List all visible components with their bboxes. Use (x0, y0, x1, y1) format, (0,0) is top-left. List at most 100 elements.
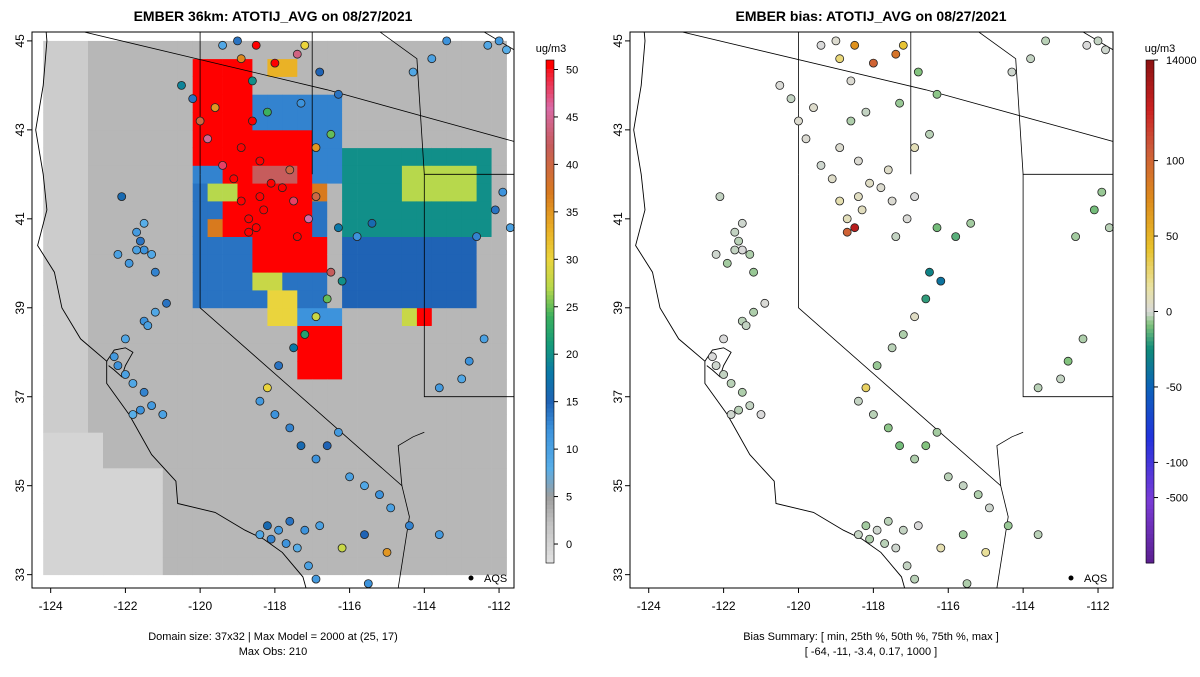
heatmap-cell (431, 236, 448, 255)
heatmap-cell (297, 361, 313, 380)
heatmap-cell (401, 112, 418, 131)
colorbar-segment (1146, 445, 1154, 451)
heatmap-cell (207, 272, 223, 291)
heatmap-cell (282, 147, 298, 166)
heatmap-cell (446, 450, 462, 469)
x-tick-label: -120 (188, 599, 212, 613)
heatmap-cell (58, 503, 74, 522)
heatmap-cell (327, 58, 343, 77)
heatmap-cell (222, 539, 238, 558)
heatmap-cell (461, 539, 477, 558)
heatmap-cell (416, 485, 433, 504)
heatmap-cell (327, 361, 343, 380)
colorbar-segment (1146, 168, 1154, 174)
heatmap-cell (117, 147, 134, 166)
heatmap-cell (73, 129, 89, 149)
heatmap-cell (387, 467, 403, 487)
heatmap-cell (162, 218, 179, 237)
colorbar-segment (546, 424, 554, 430)
heatmap-cell (267, 414, 283, 433)
heatmap-cell (207, 485, 223, 504)
heatmap-cell (132, 432, 149, 451)
heatmap-cell (491, 414, 507, 433)
station-obs-marker (292, 543, 302, 553)
station-bias-marker (925, 267, 934, 277)
heatmap-cell (431, 290, 448, 309)
heatmap-cell (73, 378, 89, 398)
heatmap-cell (207, 467, 223, 487)
heatmap-cell (132, 112, 149, 131)
heatmap-cell (312, 165, 328, 184)
left-caption-line1: Domain size: 37x32 | Max Model = 2000 at… (148, 631, 398, 643)
station-bias-marker (902, 214, 912, 224)
heatmap-cell (147, 361, 164, 380)
heatmap-cell (461, 485, 477, 504)
heatmap-cell (461, 76, 477, 95)
station-obs-marker (300, 40, 310, 50)
x-tick-label: -112 (1086, 599, 1109, 613)
station-bias-marker (910, 574, 919, 584)
heatmap-cell (103, 112, 119, 131)
heatmap-cell (372, 325, 388, 344)
heatmap-cell (297, 290, 313, 309)
colorbar-segment (546, 219, 554, 224)
station-bias-marker (854, 156, 863, 166)
heatmap-cell (491, 450, 507, 469)
station-obs-marker (311, 454, 321, 464)
right-state-boundaries (633, 32, 1113, 588)
heatmap-cell (357, 165, 373, 184)
heatmap-cell (446, 76, 462, 95)
heatmap-cell (401, 40, 418, 60)
station-obs-marker (375, 490, 384, 500)
colorbar-segment (1146, 315, 1154, 321)
colorbar-segment (546, 273, 554, 279)
heatmap-cell (207, 521, 223, 540)
heatmap-cell (476, 343, 492, 362)
heatmap-cell (267, 343, 283, 362)
station-bias-marker (891, 49, 901, 59)
heatmap-cell (162, 485, 179, 504)
heatmap-cell (372, 165, 388, 184)
heatmap-cell (73, 254, 89, 273)
heatmap-cell (222, 112, 238, 131)
heatmap-cell (117, 450, 134, 469)
left-plot-frame (31, 31, 515, 589)
heatmap-cell (416, 94, 433, 113)
colorbar-segment (546, 64, 554, 69)
heatmap-cell (372, 129, 388, 149)
heatmap-cell (252, 325, 268, 344)
heatmap-cell (192, 467, 208, 487)
heatmap-cell (327, 40, 343, 60)
heatmap-cell (43, 129, 59, 149)
colorbar-segment (1146, 257, 1154, 262)
heatmap-cell (58, 521, 74, 540)
heatmap-cell (88, 325, 104, 344)
heatmap-cell (132, 343, 149, 362)
station-obs-marker (333, 89, 343, 99)
station-obs-marker (274, 361, 284, 371)
heatmap-cell (103, 218, 119, 237)
heatmap-cell (327, 467, 343, 487)
station-obs-marker (311, 143, 321, 153)
colorbar-segment (546, 194, 554, 199)
station-bias-marker (869, 410, 878, 419)
colorbar-segment (1146, 244, 1154, 250)
heatmap-cell (476, 201, 492, 220)
station-bias-marker (1097, 187, 1107, 197)
station-obs-marker (352, 232, 362, 242)
heatmap-cell (327, 147, 343, 166)
heatmap-cell (461, 467, 477, 487)
colorbar-segment (1146, 97, 1154, 103)
heatmap-cell (297, 129, 313, 149)
heatmap-cell (372, 236, 388, 255)
heatmap-cell (58, 290, 74, 309)
heatmap-cell (252, 343, 268, 362)
colorbar-segment (546, 483, 554, 489)
heatmap-cell (58, 556, 74, 576)
heatmap-cell (461, 58, 477, 77)
colorbar-segment (1146, 437, 1154, 442)
colorbar-segment (546, 76, 554, 82)
colorbar-segment (1146, 236, 1154, 241)
heatmap-cell (267, 201, 283, 220)
station-bias-marker (883, 423, 893, 433)
